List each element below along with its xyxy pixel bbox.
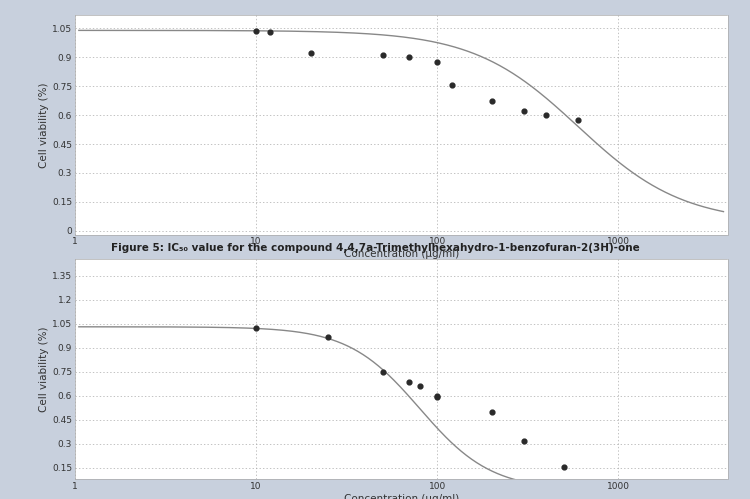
Point <box>486 97 498 105</box>
Point <box>431 58 443 66</box>
Point <box>304 49 316 57</box>
Point <box>414 382 426 390</box>
Point <box>376 368 388 376</box>
Point <box>518 437 530 445</box>
Point <box>518 107 530 115</box>
Point <box>251 323 262 331</box>
Point <box>486 408 498 416</box>
X-axis label: Concentration (μg/ml): Concentration (μg/ml) <box>344 494 459 499</box>
Point <box>251 27 262 35</box>
Point <box>431 392 443 400</box>
Point <box>322 333 334 341</box>
Y-axis label: Cell viability (%): Cell viability (%) <box>39 326 50 412</box>
Point <box>404 378 416 386</box>
Point <box>404 53 416 61</box>
Point <box>446 81 458 89</box>
Y-axis label: Cell viability (%): Cell viability (%) <box>39 82 50 168</box>
Text: Figure 5: IC₅₀ value for the compound 4,4,7a-Trimethylhexahydro-1-benzofuran-2(3: Figure 5: IC₅₀ value for the compound 4,… <box>111 243 639 253</box>
Point <box>540 111 552 119</box>
Point <box>376 51 388 59</box>
Point <box>572 116 584 124</box>
Point <box>431 393 443 401</box>
Point <box>265 28 277 36</box>
Point <box>558 463 570 471</box>
X-axis label: Concentration (μg/ml): Concentration (μg/ml) <box>344 249 459 259</box>
